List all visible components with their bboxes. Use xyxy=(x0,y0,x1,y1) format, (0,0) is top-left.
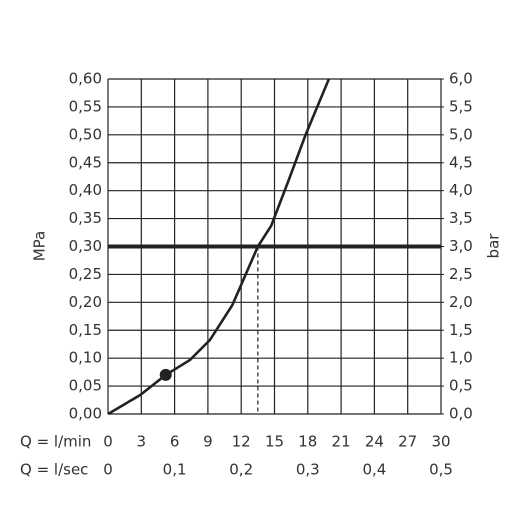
y2-tick-label: 3,0 xyxy=(449,237,473,255)
y2-axis-label: bar xyxy=(485,233,503,259)
x-tick-label: 30 xyxy=(431,433,450,451)
y-tick-label: 0,40 xyxy=(69,181,102,199)
x2-tick-label: 0,1 xyxy=(163,461,187,479)
y-tick-label: 0,45 xyxy=(69,153,102,171)
y-tick-label: 0,60 xyxy=(69,70,102,88)
y-tick-label: 0,15 xyxy=(69,321,102,339)
y2-tick-label: 4,0 xyxy=(449,181,473,199)
y2-tick-label: 6,0 xyxy=(449,70,473,88)
y-axis-label: MPa xyxy=(31,231,49,262)
y2-tick-label: 5,0 xyxy=(449,125,473,143)
y2-tick-label: 4,5 xyxy=(449,153,473,171)
y-tick-label: 0,55 xyxy=(69,97,102,115)
x2-tick-label: 0,4 xyxy=(362,461,386,479)
x-tick-label: 24 xyxy=(365,433,384,451)
x2-tick-label: 0 xyxy=(103,461,113,479)
y-tick-label: 0,35 xyxy=(69,209,102,227)
y-tick-label: 0,00 xyxy=(69,405,102,423)
x-tick-label: 15 xyxy=(265,433,284,451)
y2-tick-label: 1,0 xyxy=(449,349,473,367)
y2-tick-label: 2,0 xyxy=(449,293,473,311)
x-tick-label: 6 xyxy=(170,433,180,451)
y-tick-label: 0,25 xyxy=(69,265,102,283)
x-tick-label: 18 xyxy=(298,433,317,451)
y-tick-label: 0,05 xyxy=(69,377,102,395)
x2-tick-label: 0,5 xyxy=(429,461,453,479)
x2-tick-label: 0,2 xyxy=(229,461,253,479)
y-tick-label: 0,20 xyxy=(69,293,102,311)
y2-tick-label: 0,0 xyxy=(449,405,473,423)
x2-tick-label: 0,3 xyxy=(296,461,320,479)
x-tick-label: 3 xyxy=(137,433,147,451)
y-tick-label: 0,50 xyxy=(69,125,102,143)
y2-tick-label: 2,5 xyxy=(449,265,473,283)
y2-tick-label: 0,5 xyxy=(449,377,473,395)
y2-tick-label: 3,5 xyxy=(449,209,473,227)
x-tick-label: 21 xyxy=(332,433,351,451)
x-tick-label: 27 xyxy=(398,433,417,451)
y2-tick-label: 1,5 xyxy=(449,321,473,339)
x2-axis-label: Q = l/sec xyxy=(20,461,88,479)
marker xyxy=(159,368,172,381)
x-axis-label: Q = l/min xyxy=(20,433,91,451)
x-tick-label: 12 xyxy=(232,433,251,451)
x-tick-label: 9 xyxy=(203,433,213,451)
curve xyxy=(107,78,331,416)
x-tick-label: 0 xyxy=(103,433,113,451)
y-tick-label: 0,30 xyxy=(69,237,102,255)
y-tick-label: 0,10 xyxy=(69,349,102,367)
y2-tick-label: 5,5 xyxy=(449,97,473,115)
